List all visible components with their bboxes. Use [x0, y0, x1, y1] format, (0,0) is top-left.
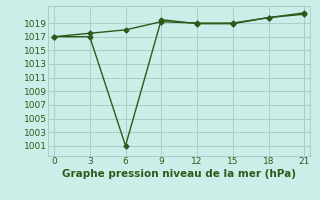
X-axis label: Graphe pression niveau de la mer (hPa): Graphe pression niveau de la mer (hPa)	[62, 169, 296, 179]
